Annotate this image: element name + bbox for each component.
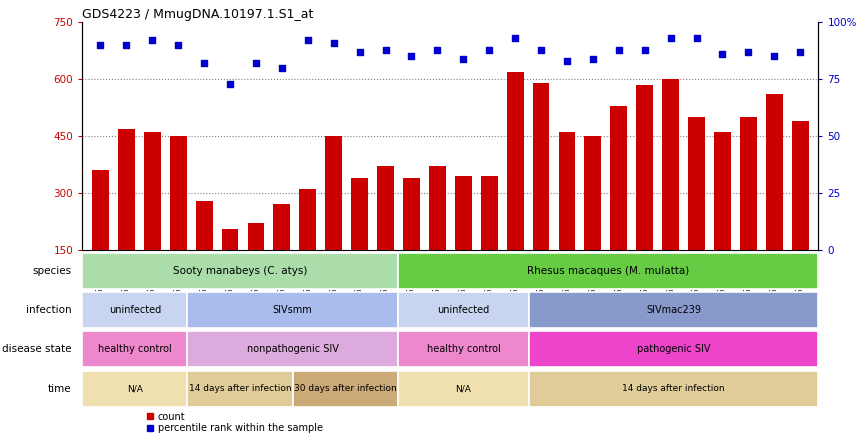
Bar	[196, 201, 212, 250]
Point	[197, 59, 211, 67]
Text: GDS4223 / MmugDNA.10197.1.S1_at: GDS4223 / MmugDNA.10197.1.S1_at	[82, 8, 313, 21]
Bar	[766, 94, 783, 250]
Point	[767, 53, 781, 60]
Text: healthy control: healthy control	[98, 345, 171, 354]
Bar	[293, 371, 397, 407]
Bar	[397, 292, 529, 328]
Point	[326, 39, 340, 46]
Bar	[529, 292, 818, 328]
Bar	[662, 79, 679, 250]
Bar	[533, 83, 549, 250]
Text: SIVsmm: SIVsmm	[273, 305, 313, 315]
Point	[715, 51, 729, 58]
Bar	[92, 170, 109, 250]
Bar	[611, 106, 627, 250]
Point	[275, 64, 288, 71]
Text: SIVmac239: SIVmac239	[646, 305, 701, 315]
Bar	[529, 332, 818, 368]
Point	[741, 48, 755, 56]
Text: healthy control: healthy control	[427, 345, 501, 354]
Bar	[481, 176, 498, 250]
Bar	[352, 178, 368, 250]
Text: uninfected: uninfected	[109, 305, 161, 315]
Bar	[300, 189, 316, 250]
Bar	[397, 371, 529, 407]
Text: species: species	[33, 266, 72, 276]
Bar	[529, 371, 818, 407]
Bar	[559, 132, 575, 250]
Point	[482, 46, 496, 53]
Legend: count, percentile rank within the sample: count, percentile rank within the sample	[146, 412, 323, 433]
Point	[689, 35, 703, 42]
Point	[404, 53, 418, 60]
Bar	[82, 332, 187, 368]
Text: Sooty manabeys (C. atys): Sooty manabeys (C. atys)	[173, 266, 307, 276]
Point	[793, 48, 807, 56]
Bar	[455, 176, 472, 250]
Point	[586, 55, 600, 62]
Bar	[377, 166, 394, 250]
Text: nonpathogenic SIV: nonpathogenic SIV	[247, 345, 339, 354]
Bar	[585, 136, 601, 250]
Point	[120, 41, 133, 48]
Point	[560, 57, 574, 64]
Bar	[740, 117, 757, 250]
Bar	[222, 229, 238, 250]
Bar	[187, 371, 293, 407]
Bar	[792, 121, 809, 250]
Point	[430, 46, 444, 53]
Bar	[82, 253, 397, 289]
Point	[301, 37, 314, 44]
Bar	[637, 85, 653, 250]
Text: uninfected: uninfected	[437, 305, 489, 315]
Bar	[187, 292, 397, 328]
Bar	[82, 371, 187, 407]
Bar	[326, 136, 342, 250]
Bar	[144, 132, 161, 250]
Text: N/A: N/A	[127, 384, 143, 393]
Bar	[507, 71, 524, 250]
Text: 14 days after infection: 14 days after infection	[189, 384, 291, 393]
Point	[94, 41, 107, 48]
Bar	[170, 136, 186, 250]
Text: 30 days after infection: 30 days after infection	[294, 384, 397, 393]
Point	[612, 46, 626, 53]
Bar	[688, 117, 705, 250]
Text: Rhesus macaques (M. mulatta): Rhesus macaques (M. mulatta)	[527, 266, 689, 276]
Text: time: time	[48, 384, 72, 394]
Text: 14 days after infection: 14 days after infection	[623, 384, 725, 393]
Text: pathogenic SIV: pathogenic SIV	[637, 345, 710, 354]
Bar	[714, 132, 731, 250]
Bar	[397, 332, 529, 368]
Text: infection: infection	[26, 305, 72, 315]
Point	[456, 55, 470, 62]
Bar	[187, 332, 397, 368]
Point	[378, 46, 392, 53]
Point	[145, 37, 159, 44]
Bar	[82, 292, 187, 328]
Point	[508, 35, 522, 42]
Point	[249, 59, 263, 67]
Bar	[429, 166, 446, 250]
Point	[534, 46, 548, 53]
Point	[171, 41, 185, 48]
Point	[663, 35, 677, 42]
Point	[352, 48, 366, 56]
Bar	[403, 178, 420, 250]
Bar	[397, 253, 818, 289]
Point	[223, 80, 237, 87]
Text: N/A: N/A	[456, 384, 471, 393]
Text: disease state: disease state	[3, 345, 72, 354]
Point	[637, 46, 651, 53]
Bar	[118, 128, 135, 250]
Bar	[248, 223, 264, 250]
Bar	[274, 204, 290, 250]
